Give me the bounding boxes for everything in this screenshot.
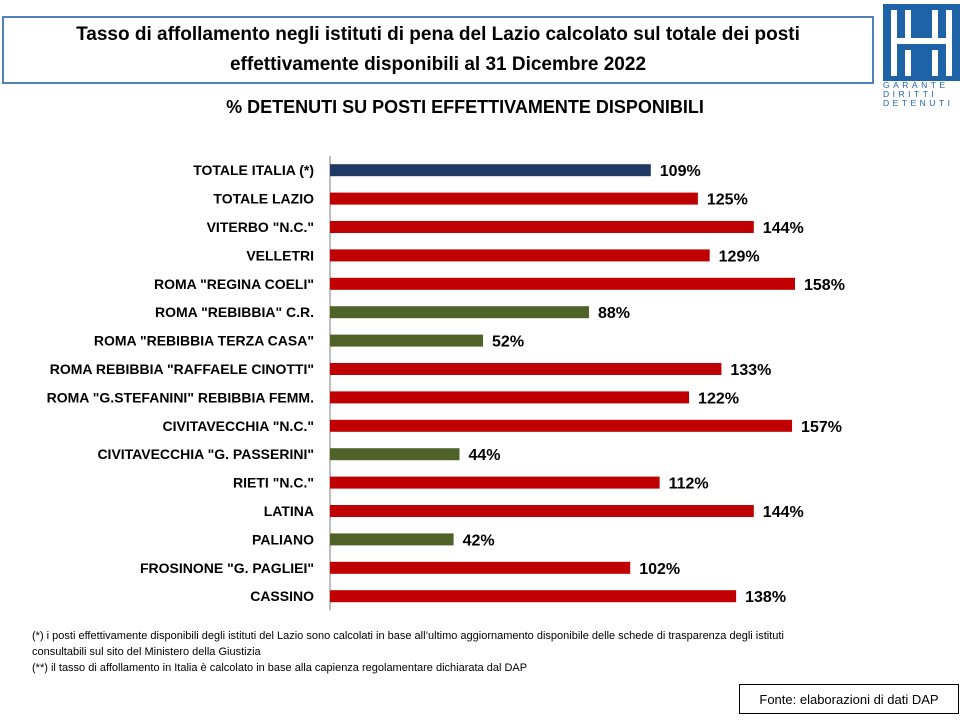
footnotes: (*) i posti effettivamente disponibili d… <box>32 628 932 676</box>
category-label: VITERBO "N.C." <box>207 219 314 235</box>
footnote-line-1: (*) i posti effettivamente disponibili d… <box>32 630 784 642</box>
category-label: RIETI "N.C." <box>233 475 314 491</box>
bar <box>330 192 698 205</box>
title-box: Tasso di affollamento negli istituti di … <box>2 16 874 84</box>
logo-text: GARANTE DIRITTI DETENUTI <box>883 81 960 108</box>
category-label: ROMA "REBIBBIA TERZA CASA" <box>94 333 314 349</box>
value-label: 52% <box>492 334 524 351</box>
bar <box>330 419 793 432</box>
footnote-line-3: (**) il tasso di affollamento in Italia … <box>32 662 528 674</box>
bar <box>330 334 484 347</box>
logo-text-line-3: DETENUTI <box>883 98 954 108</box>
value-label: 138% <box>745 589 786 606</box>
bar <box>330 590 737 603</box>
bar <box>330 505 754 517</box>
garante-logo: GARANTE DIRITTI DETENUTI <box>883 4 960 108</box>
value-label: 112% <box>669 476 709 493</box>
value-label: 122% <box>698 390 739 407</box>
value-label: 157% <box>801 419 842 436</box>
value-label: 102% <box>639 561 680 578</box>
bar <box>330 391 690 404</box>
category-label: VELLETRI <box>246 247 314 263</box>
bar-chart: TOTALE ITALIA (*) 109% TOTALE LAZIO 125% VIT… <box>47 156 845 611</box>
bar <box>330 533 454 546</box>
bar <box>330 561 631 574</box>
category-label: CASSINO <box>250 588 314 604</box>
category-label: TOTALE ITALIA (*) <box>193 162 314 178</box>
title-line-2: effettivamente disponibili al 31 Dicembr… <box>229 54 647 75</box>
bar <box>330 306 589 319</box>
bar <box>330 221 754 233</box>
category-label: ROMA "REBIBBIA" C.R. <box>155 304 314 320</box>
footnote-line-2: consultabili sul sito del Ministero dell… <box>32 646 261 658</box>
value-label: 129% <box>719 248 760 265</box>
bar <box>330 164 651 177</box>
bar <box>330 363 722 375</box>
title-line-1: Tasso di affollamento negli istituti di … <box>76 24 800 45</box>
chart-title: % DETENUTI SU POSTI EFFETTIVAMENTE DISPO… <box>226 97 704 117</box>
category-label: FROSINONE "G. PAGLIEI" <box>140 560 314 576</box>
value-label: 42% <box>463 532 495 549</box>
value-label: 44% <box>468 447 500 464</box>
category-label: ROMA "REGINA COELI" <box>154 276 314 292</box>
logo-mark-icon <box>883 4 960 81</box>
bar <box>330 448 460 461</box>
bar <box>330 249 710 262</box>
value-label: 88% <box>598 305 630 322</box>
logo-text-line-2: DIRITTI <box>883 89 938 99</box>
value-label: 158% <box>804 277 845 294</box>
value-label: 133% <box>730 362 771 379</box>
category-label: CIVITAVECCHIA "G. PASSERINI" <box>97 446 314 462</box>
category-label: ROMA REBIBBIA "RAFFAELE CINOTTI" <box>50 361 314 377</box>
value-label: 144% <box>763 220 804 237</box>
value-label: 109% <box>660 163 701 180</box>
source-box: Fonte: elaborazioni di dati DAP <box>739 684 959 714</box>
category-label: CIVITAVECCHIA "N.C." <box>163 418 314 434</box>
category-label: PALIANO <box>252 531 314 547</box>
bar <box>330 476 660 489</box>
category-label: ROMA "G.STEFANINI" REBIBBIA FEMM. <box>47 389 314 405</box>
value-label: 125% <box>707 192 748 209</box>
value-label: 144% <box>763 504 804 521</box>
category-label: LATINA <box>264 503 314 519</box>
bar <box>330 277 795 290</box>
category-label: TOTALE LAZIO <box>213 191 314 207</box>
logo-text-line-1: GARANTE <box>883 80 949 90</box>
